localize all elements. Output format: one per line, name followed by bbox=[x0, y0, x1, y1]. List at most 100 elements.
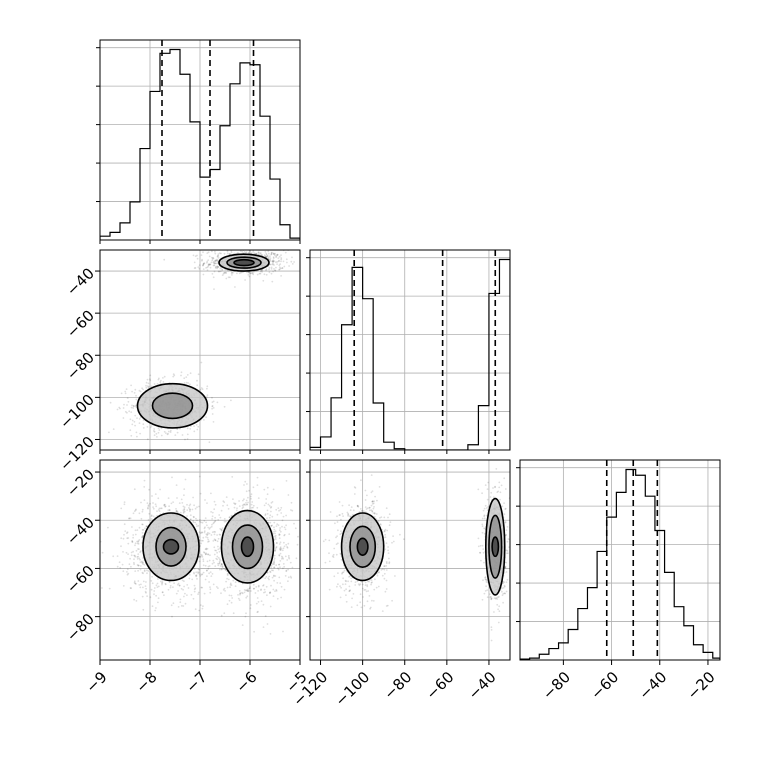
sample-point bbox=[160, 427, 163, 430]
sample-point bbox=[301, 561, 303, 563]
sample-point bbox=[379, 524, 382, 526]
sample-point bbox=[219, 534, 222, 536]
sample-point bbox=[196, 257, 199, 260]
sample-point bbox=[260, 253, 263, 256]
sample-point bbox=[247, 271, 250, 274]
sample-point bbox=[392, 540, 395, 543]
sample-point bbox=[220, 509, 223, 512]
sample-point bbox=[134, 509, 137, 512]
sample-point bbox=[137, 540, 140, 542]
sample-point bbox=[132, 407, 135, 409]
sample-point bbox=[342, 583, 344, 586]
sample-point bbox=[403, 538, 405, 541]
sample-point bbox=[209, 571, 212, 573]
sample-point bbox=[215, 262, 217, 265]
sample-point bbox=[248, 587, 251, 590]
sample-point bbox=[287, 554, 290, 557]
sample-point bbox=[141, 510, 144, 513]
sample-point bbox=[280, 257, 283, 259]
sample-point bbox=[122, 551, 124, 553]
sample-point bbox=[206, 533, 209, 536]
sample-point bbox=[243, 591, 246, 594]
sample-point bbox=[297, 535, 299, 538]
density-contour bbox=[218, 253, 270, 272]
sample-point bbox=[201, 531, 203, 534]
sample-point bbox=[209, 586, 211, 588]
sample-point bbox=[348, 504, 350, 507]
sample-point bbox=[202, 251, 204, 254]
sample-point bbox=[265, 585, 268, 588]
sample-point bbox=[273, 535, 276, 538]
sample-point bbox=[363, 589, 366, 591]
sample-point bbox=[272, 262, 274, 265]
sample-point bbox=[193, 267, 196, 269]
sample-point bbox=[207, 565, 210, 568]
sample-point bbox=[251, 272, 254, 275]
sample-point bbox=[137, 541, 140, 543]
sample-point bbox=[231, 274, 233, 276]
sample-point bbox=[200, 521, 202, 524]
sample-point bbox=[131, 419, 134, 422]
sample-point bbox=[194, 255, 197, 258]
sample-point bbox=[351, 514, 354, 516]
sample-point bbox=[130, 434, 133, 437]
sample-point bbox=[199, 573, 201, 575]
sample-point bbox=[219, 568, 221, 571]
sample-point bbox=[153, 430, 155, 432]
sample-point bbox=[301, 599, 303, 601]
sample-point bbox=[139, 558, 141, 561]
sample-point bbox=[150, 518, 153, 520]
sample-point bbox=[189, 383, 191, 386]
sample-point bbox=[371, 581, 373, 584]
sample-point bbox=[245, 503, 248, 506]
sample-point bbox=[257, 251, 260, 254]
sample-point bbox=[208, 441, 211, 444]
sample-point bbox=[141, 523, 144, 526]
sample-point bbox=[364, 588, 367, 591]
sample-point bbox=[384, 533, 387, 536]
sample-point bbox=[345, 594, 347, 596]
sample-point bbox=[333, 547, 336, 550]
sample-point bbox=[275, 546, 278, 548]
sample-point bbox=[155, 432, 158, 435]
sample-point bbox=[202, 264, 204, 267]
sample-point bbox=[385, 588, 388, 590]
sample-point bbox=[211, 259, 214, 262]
sample-point bbox=[214, 516, 217, 519]
sample-point bbox=[266, 254, 269, 257]
sample-point bbox=[276, 597, 279, 600]
sample-point bbox=[124, 410, 127, 413]
sample-point bbox=[221, 527, 224, 529]
sample-point bbox=[383, 530, 386, 533]
sample-point bbox=[145, 384, 147, 387]
sample-point bbox=[285, 569, 288, 572]
sample-point bbox=[184, 592, 186, 595]
sample-point bbox=[142, 572, 145, 575]
sample-point bbox=[131, 423, 134, 426]
sample-point bbox=[369, 606, 372, 609]
sample-point bbox=[183, 506, 186, 509]
sample-point bbox=[362, 596, 364, 598]
sample-point bbox=[146, 438, 149, 441]
sample-point bbox=[354, 487, 357, 489]
sample-point bbox=[506, 550, 509, 552]
sample-point bbox=[112, 428, 115, 430]
sample-point bbox=[252, 271, 255, 273]
sample-point bbox=[220, 563, 223, 566]
sample-point bbox=[479, 551, 481, 554]
sample-point bbox=[268, 505, 271, 507]
sample-point bbox=[220, 562, 223, 565]
sample-point bbox=[243, 498, 245, 501]
density-contour bbox=[240, 536, 255, 558]
sample-point bbox=[380, 516, 383, 518]
sample-point bbox=[278, 576, 281, 579]
sample-point bbox=[273, 560, 275, 563]
sample-point bbox=[236, 272, 238, 275]
sample-point bbox=[283, 565, 286, 568]
sample-point bbox=[364, 499, 367, 501]
sample-point bbox=[269, 255, 271, 257]
sample-point bbox=[252, 587, 255, 590]
sample-point bbox=[211, 413, 214, 415]
sample-point bbox=[216, 265, 219, 268]
sample-point bbox=[285, 543, 288, 546]
